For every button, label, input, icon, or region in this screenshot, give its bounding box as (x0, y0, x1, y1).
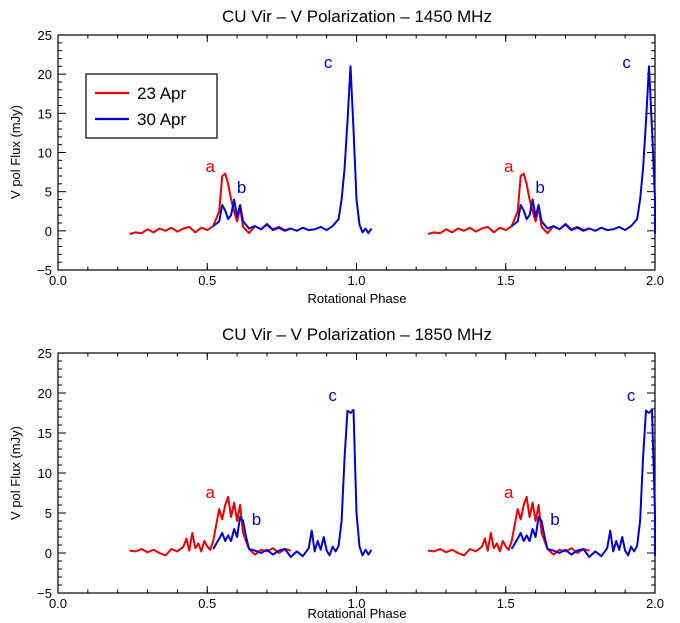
y-axis-label: V pol Flux (mJy) (8, 105, 23, 199)
x-tick-label: 2.0 (646, 596, 664, 611)
peak-label-a: a (504, 157, 514, 176)
series-line-30-apr (212, 408, 373, 558)
series-line-30-apr (511, 65, 656, 235)
x-tick-label: 1.0 (347, 596, 365, 611)
x-ticks: 0.0 0.5 1.0 1.5 2.0 (49, 35, 664, 288)
x-tick-label: 2.0 (646, 273, 664, 288)
y-tick-label: 10 (38, 146, 52, 161)
x-tick-label: 1.0 (347, 273, 365, 288)
y-tick-label: −5 (37, 586, 52, 601)
legend: 23 Apr 30 Apr (85, 73, 218, 139)
legend-label-30-apr: 30 Apr (137, 110, 186, 129)
y-tick-label: 15 (38, 106, 52, 121)
y-axis-label: V pol Flux (mJy) (8, 426, 23, 520)
y-ticks: −5 0 5 10 15 20 25 (37, 346, 655, 601)
peak-label-b: b (535, 178, 544, 197)
panel-1850mhz: CU Vir – V Polarization – 1850 MHz 0.0 0.… (8, 325, 664, 621)
series-group (129, 408, 656, 558)
series-group (129, 65, 656, 235)
y-tick-label: 10 (38, 466, 52, 481)
y-tick-label: 25 (38, 346, 52, 361)
series-line-23-apr (427, 496, 590, 557)
plot-frame (57, 34, 656, 271)
chart-title: CU Vir – V Polarization – 1450 MHz (222, 7, 492, 26)
y-tick-label: 0 (45, 224, 52, 239)
annotation-group: a b c a b c (206, 386, 636, 529)
y-tick-label: 20 (38, 67, 52, 82)
y-ticks: −5 0 5 10 15 20 25 (37, 28, 655, 278)
x-axis-label: Rotational Phase (307, 291, 406, 306)
peak-label-c: c (622, 53, 631, 72)
peak-label-c: c (328, 386, 337, 405)
y-tick-label: −5 (37, 263, 52, 278)
peak-label-c: c (627, 386, 636, 405)
annotation-group: a b c a b c (206, 53, 632, 197)
peak-label-a: a (206, 157, 216, 176)
series-line-30-apr (212, 65, 373, 235)
y-tick-label: 15 (38, 426, 52, 441)
y-tick-label: 0 (45, 546, 52, 561)
peak-label-b: b (237, 178, 246, 197)
panel-1450mhz: CU Vir – V Polarization – 1450 MHz 0.0 0.… (8, 7, 664, 306)
peak-label-a: a (504, 483, 514, 502)
series-line-30-apr (510, 408, 656, 558)
series-line-23-apr (129, 496, 292, 557)
legend-box (85, 73, 218, 139)
peak-label-b: b (252, 510, 261, 529)
y-tick-label: 25 (38, 28, 52, 43)
plot-frame (57, 352, 656, 594)
legend-label-23-apr: 23 Apr (137, 84, 186, 103)
y-tick-label: 5 (45, 185, 52, 200)
peak-label-b: b (550, 510, 559, 529)
x-tick-label: 0.0 (49, 596, 67, 611)
x-axis-label: Rotational Phase (307, 606, 406, 621)
y-tick-label: 5 (45, 506, 52, 521)
x-ticks: 0.0 0.5 1.0 1.5 2.0 (49, 353, 664, 611)
x-tick-label: 0.5 (198, 273, 216, 288)
x-tick-label: 1.5 (497, 273, 515, 288)
x-tick-label: 1.5 (497, 596, 515, 611)
peak-label-c: c (324, 53, 333, 72)
y-tick-label: 20 (38, 386, 52, 401)
chart-title: CU Vir – V Polarization – 1850 MHz (222, 325, 492, 344)
peak-label-a: a (206, 483, 216, 502)
x-tick-label: 0.5 (198, 596, 216, 611)
x-tick-label: 0.0 (49, 273, 67, 288)
